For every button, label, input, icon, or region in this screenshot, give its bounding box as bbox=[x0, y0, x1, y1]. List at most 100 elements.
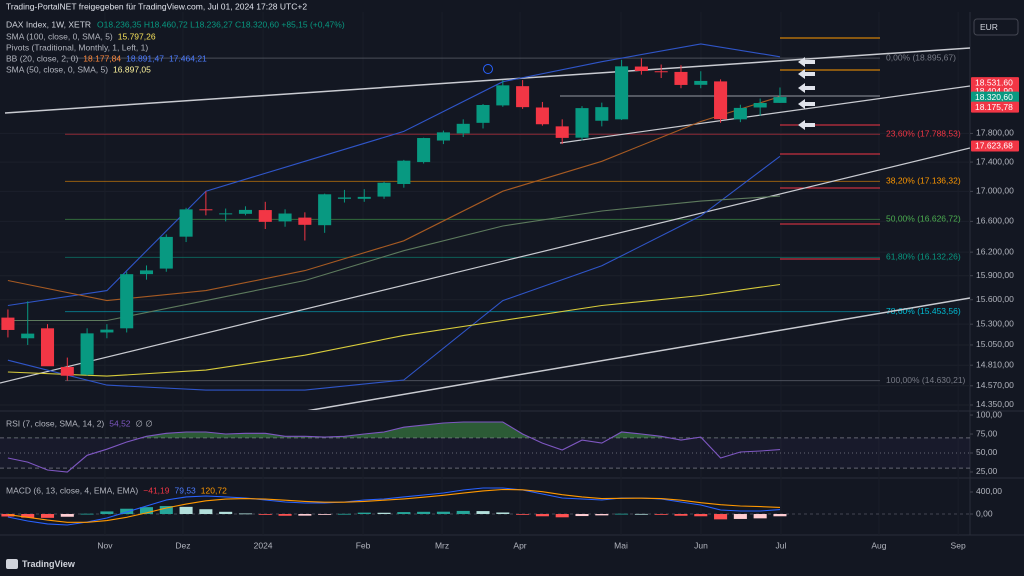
arrow bbox=[798, 83, 815, 93]
histogram-bar bbox=[199, 509, 213, 515]
currency-box[interactable] bbox=[973, 18, 1019, 36]
candle-body bbox=[397, 160, 411, 184]
y-tick-label: 15.600,00 bbox=[976, 294, 1014, 304]
histogram-bar bbox=[100, 511, 114, 515]
histogram-bar bbox=[238, 513, 253, 515]
x-tick-label: Jun bbox=[694, 540, 708, 550]
x-tick-label: Feb bbox=[356, 540, 371, 550]
histogram-bar bbox=[298, 514, 312, 516]
arrow bbox=[798, 69, 815, 79]
macd-legend: MACD (6, 13, close, 4, EMA, EMA) bbox=[6, 485, 138, 495]
candle-body bbox=[654, 71, 668, 73]
candle-body bbox=[714, 81, 728, 120]
y-tick-label: 100,00 bbox=[976, 409, 1002, 419]
histogram-bar bbox=[615, 513, 629, 515]
histogram-bar bbox=[694, 514, 708, 517]
legend-value: 15.797,26 bbox=[118, 31, 156, 41]
histogram-bar bbox=[159, 506, 173, 515]
histogram-bar bbox=[179, 506, 193, 515]
x-tick-label: Dez bbox=[175, 540, 190, 550]
candle-body bbox=[733, 107, 747, 120]
price-badge bbox=[971, 77, 1019, 89]
y-tick-label: 16.200,00 bbox=[976, 246, 1014, 256]
legend-entry: BB (20, close, 2, 0) bbox=[6, 53, 78, 63]
histogram-bar bbox=[377, 512, 391, 515]
fib-label: 100,00% (14.630,21) bbox=[886, 375, 966, 385]
histogram-bar bbox=[80, 513, 94, 515]
brand-logo bbox=[6, 559, 18, 569]
indicator-line bbox=[7, 43, 781, 307]
rsi-value: 54,52 bbox=[109, 418, 131, 428]
y-tick-label: 14.570,00 bbox=[976, 380, 1014, 390]
histogram-bar bbox=[634, 513, 648, 515]
x-tick-label: Mai bbox=[614, 540, 628, 550]
histogram-bar bbox=[120, 508, 134, 515]
candle-body bbox=[575, 108, 589, 138]
candle-body bbox=[219, 213, 233, 215]
candle-body bbox=[496, 85, 510, 106]
macd-value: −41,19 bbox=[143, 485, 170, 495]
price-badge-label: 18.531,60 bbox=[975, 77, 1013, 87]
histogram-bar bbox=[21, 514, 35, 518]
x-tick-label: Mrz bbox=[435, 540, 449, 550]
histogram-bar bbox=[476, 511, 490, 515]
candle-body bbox=[199, 209, 213, 211]
fib-label: 61,80% (16.132,26) bbox=[886, 252, 961, 262]
candle-body bbox=[377, 182, 391, 197]
histogram-bar bbox=[516, 514, 530, 515]
y-tick-label: 15.300,00 bbox=[976, 318, 1014, 328]
legend-value: 16.897,05 bbox=[113, 64, 151, 74]
candle-body bbox=[595, 107, 609, 121]
histogram-bar bbox=[714, 514, 728, 520]
macd-line bbox=[7, 488, 781, 523]
histogram-bar bbox=[436, 511, 450, 515]
candle-body bbox=[674, 71, 688, 85]
histogram-bar bbox=[258, 514, 272, 515]
histogram-bar bbox=[733, 514, 747, 519]
macd-pane bbox=[0, 487, 970, 526]
symbol: DAX Index, 1W, XETR bbox=[6, 19, 91, 29]
legend-value: 17.464,21 bbox=[169, 53, 207, 63]
y-tick-label: 17.800,00 bbox=[976, 128, 1014, 138]
y-tick-label: 14.350,00 bbox=[976, 399, 1014, 409]
candle-body bbox=[100, 329, 114, 333]
x-tick-label: Nov bbox=[97, 540, 113, 550]
candle-body bbox=[634, 66, 648, 71]
candle-body bbox=[278, 213, 292, 222]
x-tick-label: Sep bbox=[951, 540, 966, 550]
legend-entry: Pivots (Traditional, Monthly, 1, Left, 1… bbox=[6, 42, 148, 52]
indicators bbox=[7, 43, 781, 391]
y-tick-label: 0,00 bbox=[976, 508, 993, 518]
macd-value: 79,53 bbox=[175, 485, 197, 495]
trend-line bbox=[4, 47, 970, 114]
histogram-bar bbox=[397, 512, 411, 515]
legend-value: 18.177,84 bbox=[83, 53, 121, 63]
candle-body bbox=[179, 209, 193, 237]
y-tick-label: 25,00 bbox=[976, 466, 998, 476]
y-tick-label: 14.810,00 bbox=[976, 359, 1014, 369]
price-badge-label: 17.623,68 bbox=[975, 141, 1013, 151]
candles bbox=[1, 58, 787, 381]
currency[interactable]: EUR bbox=[980, 22, 998, 32]
candle-body bbox=[456, 123, 470, 134]
arrow bbox=[798, 57, 815, 67]
macd-value: 120,72 bbox=[201, 485, 227, 495]
histogram-bar bbox=[337, 513, 351, 515]
y-tick-label: 17.400,00 bbox=[976, 156, 1014, 166]
candle-body bbox=[298, 217, 312, 225]
legend-value: 18.891,47 bbox=[126, 53, 164, 63]
candle-body bbox=[476, 104, 490, 123]
rsi-pane bbox=[0, 421, 970, 473]
fib-label: 50,00% (16.626,72) bbox=[886, 214, 961, 224]
candle-body bbox=[555, 126, 569, 138]
x-tick-label: Jul bbox=[776, 540, 787, 550]
indicator-line bbox=[7, 283, 781, 377]
candle-body bbox=[436, 132, 450, 141]
candle-body bbox=[516, 86, 530, 108]
trend-line bbox=[559, 85, 970, 144]
histogram-bar bbox=[456, 510, 470, 515]
y-tick-label: 15.050,00 bbox=[976, 339, 1014, 349]
trend-line bbox=[307, 297, 970, 410]
histogram-bar bbox=[1, 514, 15, 517]
